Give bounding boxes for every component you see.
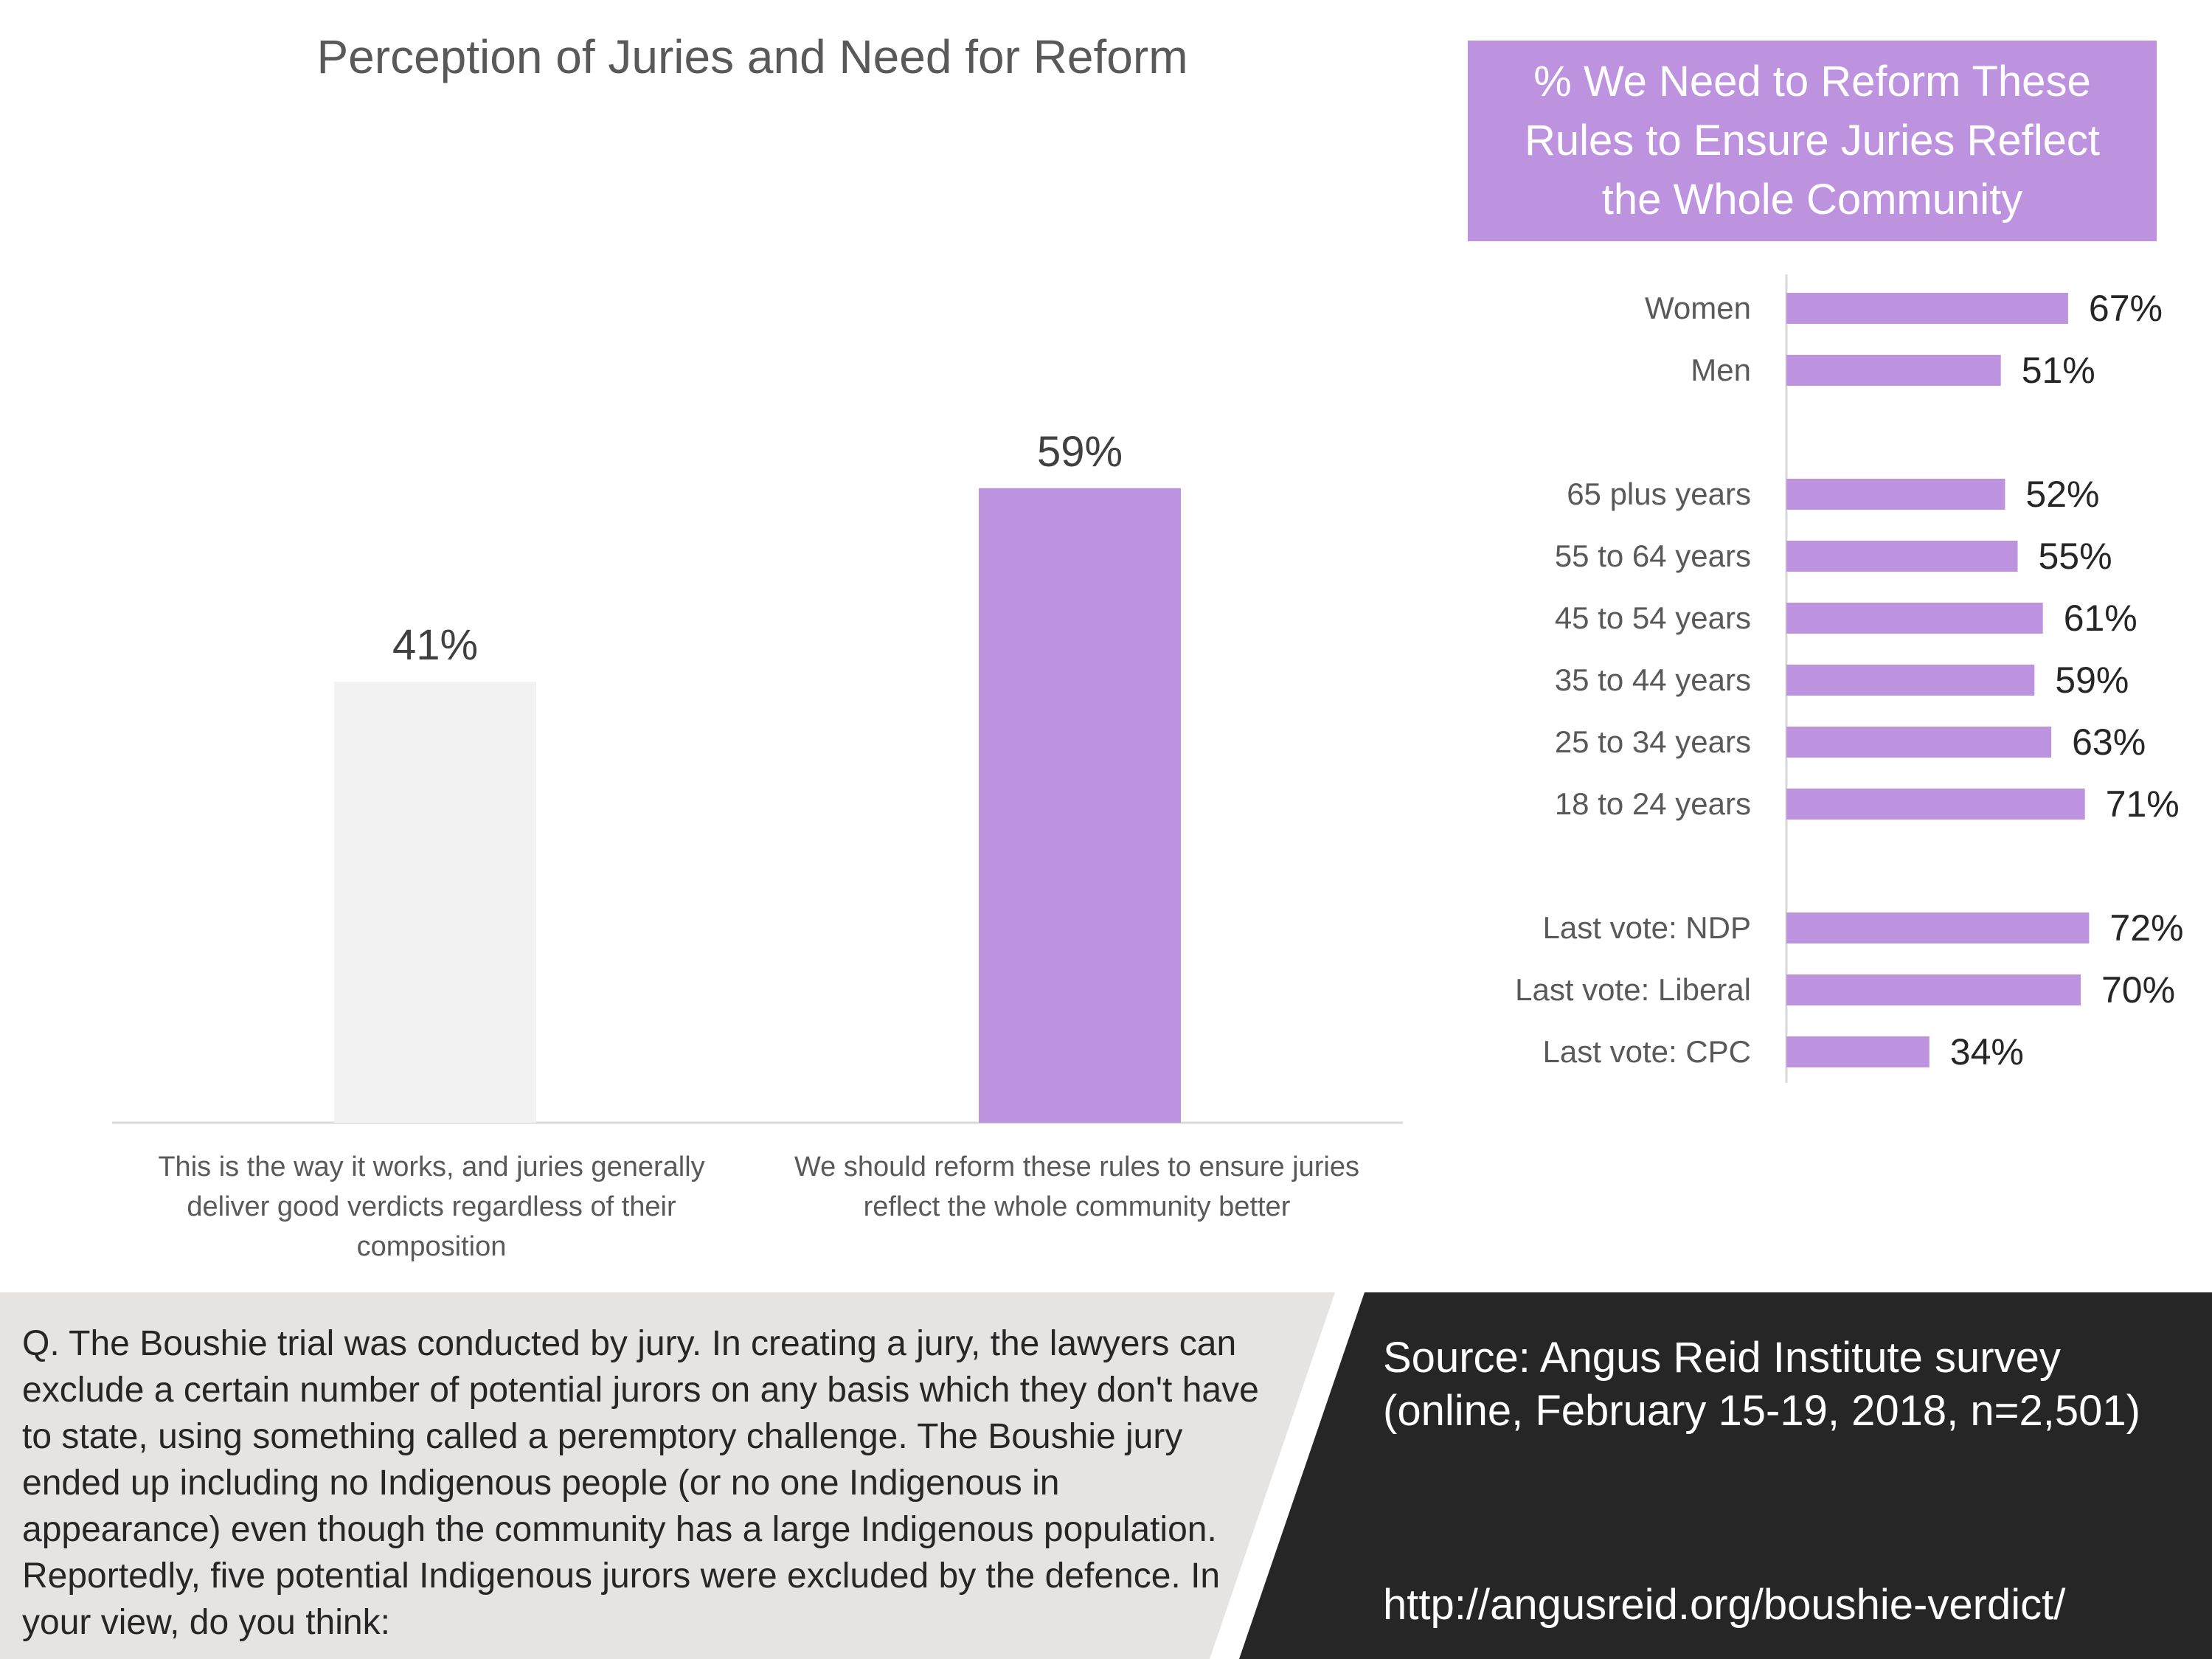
bar-11 (1786, 1036, 1930, 1067)
source-panel (1239, 1292, 2212, 1659)
category-label-reform: We should reform these rules to ensure j… (794, 1151, 1359, 1222)
bar-6 (1786, 665, 2035, 696)
category-label-3: 65 plus years (1567, 477, 1751, 511)
category-label-4: 55 to 64 years (1555, 538, 1751, 573)
bar-5 (1786, 603, 2043, 634)
category-label-8: 18 to 24 years (1555, 786, 1751, 821)
bar-4 (1786, 541, 2018, 572)
data-label-9: 72% (2109, 907, 2183, 949)
bar-8 (1786, 789, 2085, 820)
data-label-7: 63% (2072, 721, 2146, 763)
bar-2 (1786, 355, 2001, 386)
data-label-11: 34% (1950, 1031, 2024, 1073)
data-label-1: 41% (392, 621, 478, 669)
data-label-1: 67% (2089, 288, 2163, 329)
side-bar-chart: Women 67% Men 51% 65 plus years 52% 55 to 64 y… (1515, 274, 2183, 1083)
data-label-8: 71% (2106, 783, 2180, 825)
source-url[interactable]: http://angusreid.org/boushie-verdict/ (1383, 1581, 2066, 1629)
data-label-3: 52% (2025, 474, 2099, 515)
category-label-status-quo: This is the way it works, and juries gen… (158, 1151, 705, 1262)
data-label-2: 59% (1037, 428, 1123, 476)
data-label-10: 70% (2101, 969, 2175, 1011)
bar-10 (1786, 974, 2081, 1005)
category-label-7: 25 to 34 years (1555, 724, 1751, 759)
main-chart-title: Perception of Juries and Need for Reform (316, 30, 1188, 83)
category-label-10: Last vote: Liberal (1515, 972, 1751, 1007)
category-label-9: Last vote: NDP (1543, 910, 1751, 945)
data-label-2: 51% (2022, 350, 2095, 391)
bar-9 (1786, 912, 2090, 943)
bar-7 (1786, 727, 2052, 758)
bar-1 (334, 682, 536, 1123)
data-label-5: 61% (2064, 598, 2138, 639)
bar-2 (979, 488, 1181, 1123)
bar-1 (1786, 293, 2068, 324)
category-label-11: Last vote: CPC (1543, 1034, 1751, 1069)
side-chart-title: % We Need to Reform These Rules to Ensur… (1468, 41, 2157, 241)
source-citation: Source: Angus Reid Institute survey (onl… (1383, 1334, 2140, 1435)
category-label-6: 35 to 44 years (1555, 662, 1751, 697)
data-label-4: 55% (2039, 536, 2112, 577)
bar-3 (1786, 479, 2005, 510)
category-label-2: Men (1691, 353, 1751, 387)
category-label-1: Women (1645, 291, 1751, 325)
question-panel (0, 1292, 1335, 1659)
category-label-5: 45 to 54 years (1555, 600, 1751, 635)
survey-question: Q. The Boushie trial was conducted by ju… (22, 1324, 1259, 1642)
data-label-6: 59% (2055, 659, 2129, 701)
main-bar-chart: 41% 59% (112, 428, 1403, 1124)
